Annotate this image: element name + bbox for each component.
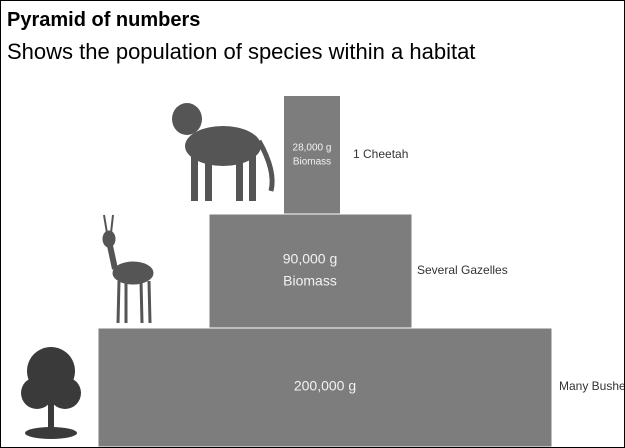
biomass-label: Biomass	[293, 157, 331, 168]
biomass-label: 90,000 g	[283, 251, 338, 267]
pyramid: 28,000 g Biomass 1 Cheetah 90,000 g Biomass S…	[1, 1, 624, 447]
organism-label: Several Gazelles	[417, 263, 508, 277]
biomass-label: 200,000 g	[294, 378, 356, 394]
pyramid-level	[209, 214, 412, 328]
biomass-label: 28,000 g	[293, 143, 332, 154]
organism-label: 1 Cheetah	[353, 147, 408, 161]
slide: Pyramid of numbers Shows the population …	[0, 0, 625, 448]
biomass-label: Biomass	[283, 273, 337, 289]
pyramid-level	[284, 96, 340, 214]
bush-icon	[21, 347, 81, 439]
organism-label: Many Bushes	[559, 379, 624, 393]
cheetah-icon	[172, 103, 272, 201]
gazelle-icon	[103, 215, 153, 323]
